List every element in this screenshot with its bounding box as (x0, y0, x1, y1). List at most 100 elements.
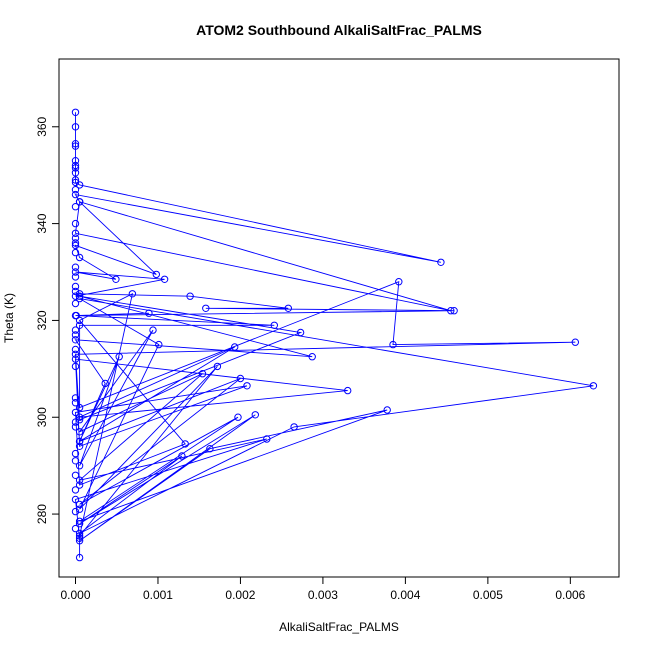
data-point (71, 186, 80, 194)
data-point (75, 181, 84, 189)
data-point (263, 435, 271, 443)
data-point (71, 234, 80, 242)
data-point (447, 307, 455, 315)
x-axis-label: AlkaliSaltFrac_PALMS (279, 620, 399, 634)
data-point (71, 229, 80, 238)
data-point (395, 278, 403, 286)
data-point (71, 140, 80, 148)
data-point (71, 203, 80, 211)
data-point (71, 157, 80, 165)
data-point (71, 176, 80, 184)
data-point (284, 304, 292, 312)
data-point (149, 326, 157, 334)
x-tick-label: 0.000 (60, 588, 90, 602)
data-point (71, 282, 80, 291)
data-point (71, 241, 80, 250)
data-point (71, 423, 80, 431)
data-point (71, 219, 80, 228)
data-point (160, 275, 169, 283)
data-point (71, 408, 80, 417)
data-point (75, 292, 84, 300)
y-tick-label: 340 (35, 213, 49, 233)
data-point (71, 471, 80, 479)
data-point (71, 336, 80, 344)
data-point (75, 442, 84, 450)
data-point (75, 534, 84, 542)
data-point (178, 452, 186, 460)
y-tick-label: 280 (35, 504, 49, 524)
x-tick-label: 0.005 (473, 588, 503, 602)
data-point (75, 437, 84, 446)
data-point (75, 532, 84, 540)
data-point (75, 553, 84, 562)
y-tick-label: 320 (35, 310, 49, 330)
data-point (231, 343, 239, 351)
data-point (181, 440, 189, 448)
data-point (71, 287, 80, 296)
data-point (75, 517, 84, 525)
data-point (71, 331, 80, 339)
data-point (101, 379, 109, 388)
series-line (74, 112, 594, 558)
data-point (71, 190, 80, 199)
data-point (71, 164, 80, 172)
data-point (389, 340, 397, 349)
data-point (75, 428, 84, 436)
data-point (198, 370, 207, 378)
data-point (75, 198, 84, 206)
data-point (71, 345, 80, 354)
data-point (112, 275, 120, 283)
data-point (71, 449, 80, 458)
series-layer (71, 108, 598, 562)
data-point (71, 350, 80, 358)
y-axis: 280 300 320 340 360 (35, 116, 60, 524)
data-point (71, 299, 80, 308)
data-point (145, 309, 153, 317)
data-point (71, 495, 80, 504)
data-point (75, 500, 84, 509)
data-point (236, 374, 245, 383)
data-point (71, 355, 80, 363)
data-point (71, 292, 80, 300)
data-point (71, 123, 80, 131)
data-point (75, 294, 84, 303)
data-point (234, 413, 242, 421)
data-point (75, 253, 84, 262)
y-tick-label: 300 (35, 407, 49, 427)
x-tick-label: 0.003 (308, 588, 338, 602)
data-point (383, 406, 391, 414)
x-tick-label: 0.002 (225, 588, 255, 602)
chart-title: ATOM2 Southbound AlkaliSaltFrac_PALMS (196, 22, 482, 38)
data-point (75, 321, 84, 329)
data-point (450, 307, 458, 315)
data-point (71, 326, 80, 334)
x-axis: 0.000 0.001 0.002 0.003 0.004 0.005 0.006 (60, 576, 586, 602)
y-axis-label: Theta (K) (2, 293, 16, 343)
data-point (71, 486, 80, 494)
data-point (437, 258, 445, 266)
data-point (206, 445, 214, 453)
x-tick-label: 0.001 (143, 588, 173, 602)
x-tick-label: 0.004 (390, 588, 420, 602)
data-point (270, 321, 278, 329)
x-tick-label: 0.006 (555, 588, 585, 602)
data-point (213, 362, 222, 371)
data-point (71, 142, 80, 150)
data-point (75, 505, 84, 513)
data-point (155, 340, 163, 349)
data-point (589, 382, 598, 390)
data-point (296, 328, 305, 337)
data-point (251, 411, 260, 419)
data-point (71, 399, 80, 407)
data-point (186, 292, 194, 300)
data-point (71, 524, 80, 533)
data-point (71, 239, 80, 247)
data-point (152, 270, 161, 279)
data-point (71, 248, 80, 257)
data-point (75, 403, 84, 412)
data-point (75, 462, 84, 470)
data-point (75, 316, 84, 325)
data-point (71, 263, 80, 271)
data-point (71, 169, 80, 177)
